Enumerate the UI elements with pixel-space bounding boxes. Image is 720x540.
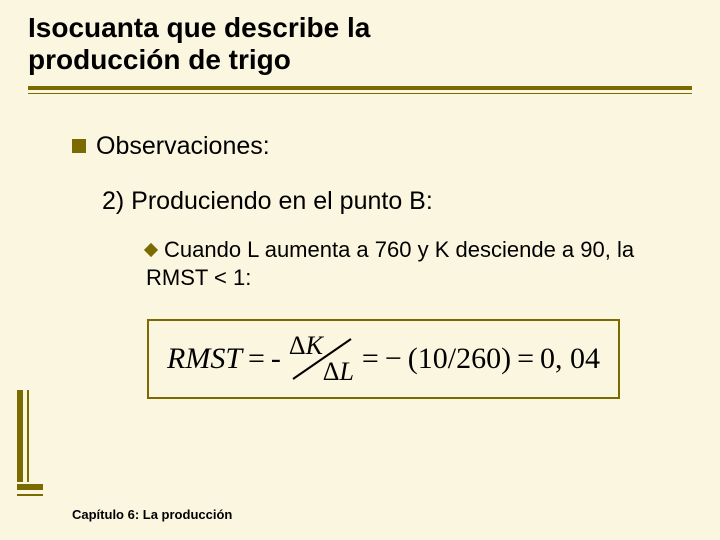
title-line-2: producción de trigo [28, 44, 291, 75]
formula-result: 0, 04 [540, 342, 600, 376]
footer-text: Capítulo 6: La producción [72, 507, 232, 522]
bullet-level3: Cuando L aumenta a 760 y K desciende a 9… [72, 236, 680, 291]
level1-text: Observaciones: [96, 132, 270, 160]
formula-deltaL-var: L [339, 357, 353, 386]
formula-ratio: (10/260) [408, 342, 511, 376]
formula-eq2: = [362, 342, 379, 376]
level2-text: 2) Produciendo en el punto B: [102, 187, 433, 215]
title-line-1: Isocuanta que describe la [28, 12, 370, 43]
slide-title: Isocuanta que describe la producción de … [0, 12, 720, 82]
level3-text: Cuando L aumenta a 760 y K desciende a 9… [146, 237, 634, 290]
formula-neg2: − [385, 342, 402, 376]
formula-eq3: = [517, 342, 534, 376]
formula-denominator: ΔL [323, 357, 354, 387]
bullet-level2: 2) Produciendo en el punto B: [72, 187, 680, 216]
formula-neg1: - [271, 342, 281, 376]
bullet-level1: Observaciones: [72, 132, 680, 161]
formula-fraction: ΔK ΔL [287, 335, 356, 383]
diamond-bullet-icon [144, 243, 158, 257]
title-underline-thick [28, 86, 692, 90]
slide: Isocuanta que describe la producción de … [0, 0, 720, 540]
square-bullet-icon [72, 139, 86, 153]
corner-decoration-icon [17, 390, 39, 500]
formula-eq1: = [248, 342, 265, 376]
formula-lhs: RMST [167, 342, 242, 376]
content-area: Observaciones: 2) Produciendo en el punt… [0, 94, 720, 399]
formula-box: RMST = - ΔK ΔL = − (10/260) = 0, 04 [147, 319, 620, 399]
